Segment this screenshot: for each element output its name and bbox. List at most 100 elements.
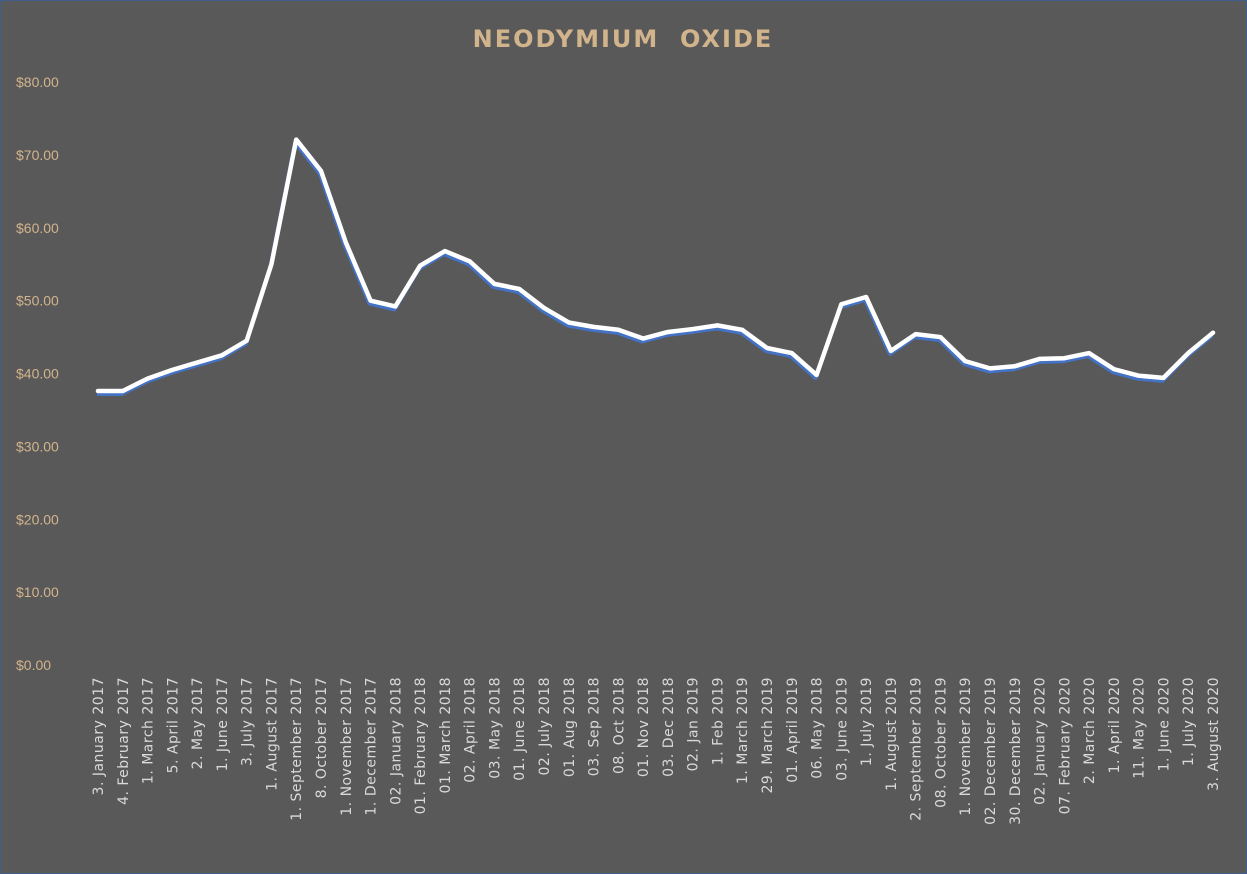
x-tick-label: 1. September 2017 [289, 677, 305, 821]
data-point [591, 324, 596, 329]
x-tick-label: 01. February 2018 [413, 677, 429, 814]
y-tick-label: $30.00 [16, 438, 59, 454]
data-point [1111, 367, 1116, 372]
data-point [566, 320, 571, 325]
x-tick-label: 1. July 2020 [1181, 677, 1197, 766]
data-point [988, 366, 992, 371]
x-tick-label: 5. April 2017 [165, 677, 181, 773]
data-point [96, 388, 100, 393]
y-tick-label: $20.00 [16, 511, 59, 527]
y-tick-label: $50.00 [16, 293, 59, 309]
data-point [319, 168, 323, 173]
x-tick-label: 1. June 2017 [215, 677, 231, 771]
x-tick-label: 1. August 2019 [884, 677, 900, 791]
x-tick-label: 1. November 2017 [339, 677, 355, 816]
x-tick-label: 2. March 2020 [1082, 677, 1098, 784]
data-point [219, 353, 224, 358]
x-tick-label: 4. February 2017 [116, 677, 132, 805]
y-tick-label: $80.00 [16, 74, 59, 90]
data-point [542, 305, 546, 310]
x-tick-label: 03. Sep 2018 [587, 677, 603, 776]
data-point [467, 259, 472, 264]
x-tick-label: 30. December 2019 [1008, 677, 1024, 825]
data-point [170, 367, 175, 372]
data-point [1186, 351, 1191, 356]
data-point [938, 335, 943, 340]
x-tick-label: 01. June 2018 [512, 677, 528, 781]
data-point [145, 376, 150, 381]
x-tick-label: 02. April 2018 [463, 677, 479, 783]
data-point [294, 137, 299, 142]
data-point [839, 302, 844, 307]
x-tick-label: 1. March 2019 [735, 677, 751, 784]
data-point [1062, 356, 1067, 361]
y-tick-label: $40.00 [16, 366, 59, 382]
chart-title: NEODYMIUM OXIDE [473, 25, 774, 53]
y-tick-label: $70.00 [16, 147, 59, 163]
data-point [442, 249, 447, 254]
x-tick-label: 03. June 2019 [834, 677, 850, 781]
x-tick-label: 1. March 2017 [141, 677, 157, 784]
x-tick-label: 03. May 2018 [487, 677, 503, 779]
data-point [814, 372, 819, 377]
data-point [1012, 364, 1017, 369]
x-tick-label: 02. Jan 2019 [686, 677, 702, 771]
x-tick-label: 01. Aug 2018 [562, 677, 578, 777]
data-point [368, 298, 373, 303]
y-tick-label: $60.00 [16, 220, 59, 236]
x-tick-label: 3. January 2017 [91, 677, 107, 795]
x-tick-label: 02. July 2018 [537, 677, 553, 775]
x-tick-label: 06. May 2018 [810, 677, 826, 779]
data-point [690, 327, 695, 332]
x-tick-label: 2. May 2017 [190, 677, 206, 769]
data-point [715, 323, 720, 328]
data-point [888, 348, 893, 353]
data-point [913, 332, 918, 337]
data-point [1136, 373, 1141, 378]
x-tick-label: 02. December 2019 [983, 677, 999, 825]
data-point [517, 286, 522, 291]
data-point [616, 327, 621, 332]
data-point [765, 345, 769, 350]
data-point [1037, 356, 1042, 361]
data-point [1211, 330, 1215, 335]
data-point [789, 351, 794, 356]
x-tick-label: 1. Feb 2019 [710, 677, 726, 765]
x-tick-label: 03. Dec 2018 [661, 677, 677, 777]
x-tick-label: 02. January 2020 [1033, 677, 1049, 805]
x-tick-label: 3. August 2020 [1206, 677, 1222, 791]
data-point [393, 304, 398, 309]
y-axis-tick-labels: $0.00 $10.00 $20.00 $30.00 $40.00 $50.00 $60.0… [16, 74, 59, 673]
data-point [492, 281, 497, 286]
data-point [740, 327, 745, 332]
x-tick-label: 11. May 2020 [1132, 677, 1148, 779]
x-tick-label: 1. December 2017 [364, 677, 380, 815]
data-point [269, 262, 274, 267]
data-point [1087, 351, 1092, 356]
x-tick-label: 1. August 2017 [264, 677, 280, 791]
series-line [95, 137, 1216, 394]
y-tick-label: $0.00 [16, 657, 51, 673]
x-tick-label: 02. January 2018 [388, 677, 404, 805]
x-tick-label: 01. Nov 2018 [636, 677, 652, 777]
data-point [864, 294, 869, 299]
x-tick-label: 08. October 2019 [933, 677, 949, 808]
price-series [95, 137, 1216, 396]
x-tick-label: 1. July 2019 [859, 677, 875, 766]
x-tick-label: 1. June 2020 [1156, 677, 1172, 771]
data-point [641, 336, 646, 341]
x-tick-label: 07. February 2020 [1057, 677, 1073, 814]
data-point [963, 359, 968, 364]
x-axis-tick-labels: 3. January 2017 4. February 2017 1. March … [91, 677, 1222, 825]
x-tick-label: 29. March 2019 [760, 677, 776, 793]
drop-lines [97, 139, 1214, 665]
x-tick-label: 08. Oct 2018 [611, 677, 627, 774]
data-point [1161, 375, 1166, 380]
series-line-shadow [97, 140, 1214, 396]
data-point [418, 263, 423, 268]
x-tick-label: 8. October 2017 [314, 677, 330, 798]
x-tick-label: 1. November 2019 [958, 677, 974, 816]
x-tick-label: 01. April 2019 [785, 677, 801, 783]
